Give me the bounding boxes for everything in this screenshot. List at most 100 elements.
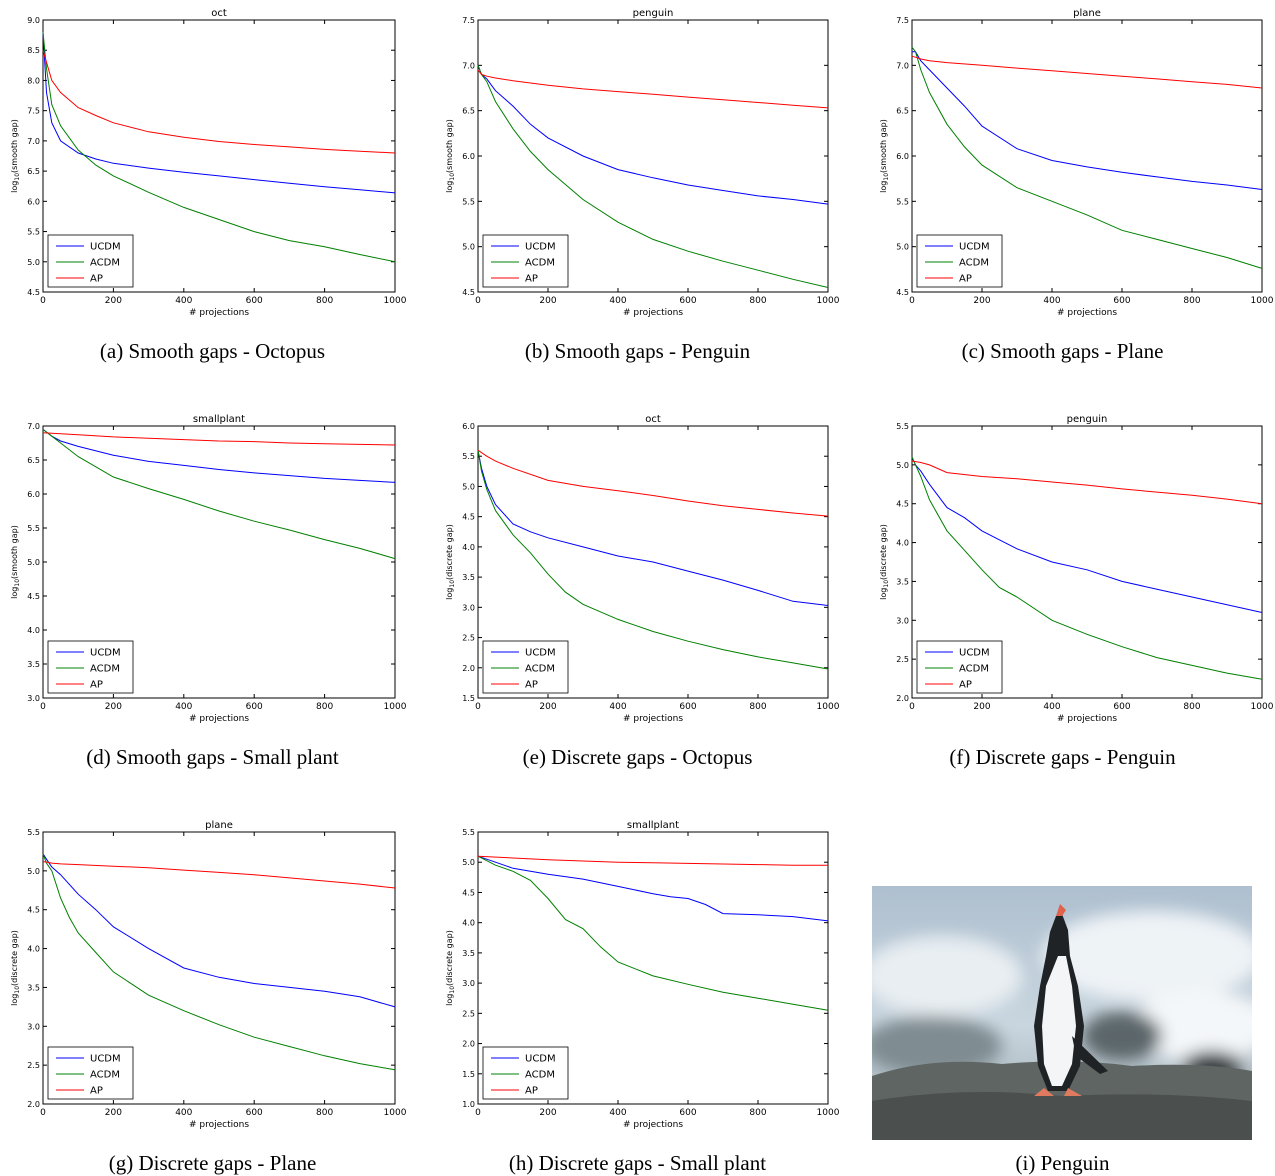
y-tick-label: 2.5: [896, 655, 909, 664]
legend-label-acdm: ACDM: [525, 1070, 555, 1081]
series-line-ap: [42, 432, 396, 446]
y-tick-label: 2.0: [896, 694, 909, 703]
x-tick-label: 400: [609, 1108, 626, 1118]
x-tick-label: 1000: [1251, 296, 1274, 306]
legend-label-acdm: ACDM: [959, 258, 989, 269]
x-tick-label: 800: [749, 296, 766, 306]
legend-label-ucdm: UCDM: [90, 648, 121, 659]
y-axis-label: log10(discrete gap): [10, 930, 21, 1006]
y-tick-label: 7.0: [462, 61, 475, 70]
series-line-acdm: [477, 855, 829, 1011]
y-tick-label: 4.0: [27, 626, 40, 635]
y-tick-label: 3.5: [27, 660, 40, 669]
series-line-ucdm: [912, 51, 1263, 190]
x-tick-label: 0: [40, 702, 46, 712]
x-tick-label: 0: [40, 1108, 46, 1118]
caption-b: (b) Smooth gaps - Penguin: [524, 339, 751, 363]
y-tick-label: 3.5: [896, 577, 909, 586]
legend-label-acdm: ACDM: [90, 258, 120, 269]
chart-g: plane 0 200 400 600 800 1000 2.0 2.5 3.0 3.5 4.0 4.5…: [10, 820, 407, 1130]
x-tick-label: 0: [475, 296, 481, 306]
y-tick-label: 7.5: [27, 107, 40, 116]
x-tick-label: 200: [973, 702, 990, 712]
y-tick-label: 3.0: [27, 694, 40, 703]
y-tick-label: 6.5: [896, 107, 909, 116]
y-tick-label: 4.5: [462, 288, 475, 297]
y-tick-label: 6.5: [462, 107, 475, 116]
caption-h: (h) Discrete gaps - Small plant: [508, 1151, 767, 1175]
x-tick-label: 200: [973, 296, 990, 306]
y-tick-label: 3.5: [27, 983, 40, 992]
chart-d: smallplant 0 200 400 600 800 1000 3.0 3.5 4.0 4.5 5…: [10, 414, 407, 724]
x-tick-label: 400: [175, 296, 192, 306]
x-tick-label: 1000: [817, 1108, 840, 1118]
series-line-ap: [42, 861, 396, 889]
x-tick-label: 800: [749, 1108, 766, 1118]
series-line-ap: [911, 460, 1263, 505]
y-tick-label: 7.0: [27, 422, 40, 431]
y-tick-label: 5.0: [896, 243, 909, 252]
legend-label-ap: AP: [959, 680, 972, 691]
y-tick-label: 5.5: [896, 197, 909, 206]
y-tick-label: 5.5: [27, 828, 40, 837]
y-tick-label: 9.0: [27, 16, 40, 25]
x-axis-label: # projections: [623, 714, 683, 724]
x-axis-label: # projections: [189, 308, 249, 318]
legend-label-ucdm: UCDM: [525, 648, 556, 659]
y-tick-label: 4.5: [896, 500, 909, 509]
x-tick-label: 0: [909, 296, 915, 306]
y-tick-label: 2.5: [462, 1009, 475, 1018]
chart-title: oct: [211, 8, 227, 19]
y-tick-label: 5.0: [462, 243, 475, 252]
y-tick-label: 5.5: [896, 422, 909, 431]
y-tick-label: 4.0: [27, 945, 40, 954]
y-tick-label: 7.0: [27, 137, 40, 146]
x-tick-label: 200: [539, 702, 556, 712]
y-tick-label: 4.5: [27, 288, 40, 297]
caption-f: (f) Discrete gaps - Penguin: [949, 745, 1176, 769]
y-tick-label: 3.0: [462, 979, 475, 988]
x-tick-label: 0: [475, 1108, 481, 1118]
y-tick-label: 4.0: [462, 543, 475, 552]
legend-label-ucdm: UCDM: [90, 242, 121, 253]
y-tick-label: 6.0: [462, 422, 475, 431]
x-axis-label: # projections: [189, 1120, 249, 1130]
x-tick-label: 0: [909, 702, 915, 712]
series-line-ap: [477, 449, 829, 517]
legend-box: [47, 234, 134, 288]
y-tick-label: 3.0: [462, 603, 475, 612]
series-line-acdm: [911, 456, 1263, 680]
series-line-ap: [42, 50, 396, 154]
y-tick-label: 2.5: [27, 1061, 40, 1070]
y-tick-label: 8.5: [27, 46, 40, 55]
legend-label-acdm: ACDM: [90, 664, 120, 675]
caption-g: (g) Discrete gaps - Plane: [108, 1151, 317, 1175]
x-tick-label: 400: [1043, 296, 1060, 306]
series-line-ap: [477, 855, 828, 866]
legend-label-ucdm: UCDM: [959, 242, 990, 253]
x-tick-label: 400: [175, 702, 192, 712]
x-tick-label: 1000: [384, 1108, 407, 1118]
y-axis-label: log10(smooth gap): [10, 525, 21, 599]
x-tick-label: 200: [105, 702, 122, 712]
y-tick-label: 6.0: [462, 152, 475, 161]
x-tick-label: 600: [1113, 296, 1130, 306]
x-tick-label: 600: [246, 1108, 263, 1118]
plot-frame: [477, 831, 829, 1105]
chart-f: penguin 0 200 400 600 800 1000 2.0 2.5 3.0 3.5 4.0 4…: [879, 414, 1274, 724]
chart-title: penguin: [1067, 414, 1108, 425]
legend-label-ucdm: UCDM: [959, 648, 990, 659]
y-tick-label: 5.0: [462, 858, 475, 867]
caption-e: (e) Discrete gaps - Octopus: [522, 745, 753, 769]
y-tick-label: 5.5: [462, 197, 475, 206]
y-tick-label: 1.0: [462, 1100, 475, 1109]
y-tick-label: 3.5: [462, 949, 475, 958]
chart-e: oct 0 200 400 600 800 1000 1.5 2.0 2.5 3.0 3.5 4.0 4.…: [445, 414, 840, 724]
legend-label-ap: AP: [90, 680, 103, 691]
series-line-acdm: [42, 429, 396, 560]
legend-label-ap: AP: [525, 1086, 538, 1097]
y-axis-label: log10(smooth gap): [445, 119, 456, 193]
series-line-acdm: [42, 32, 396, 263]
chart-h: smallplant 0 200 400 600 800 1000 1.0 1.5 2.0 2.5 3…: [445, 820, 840, 1130]
